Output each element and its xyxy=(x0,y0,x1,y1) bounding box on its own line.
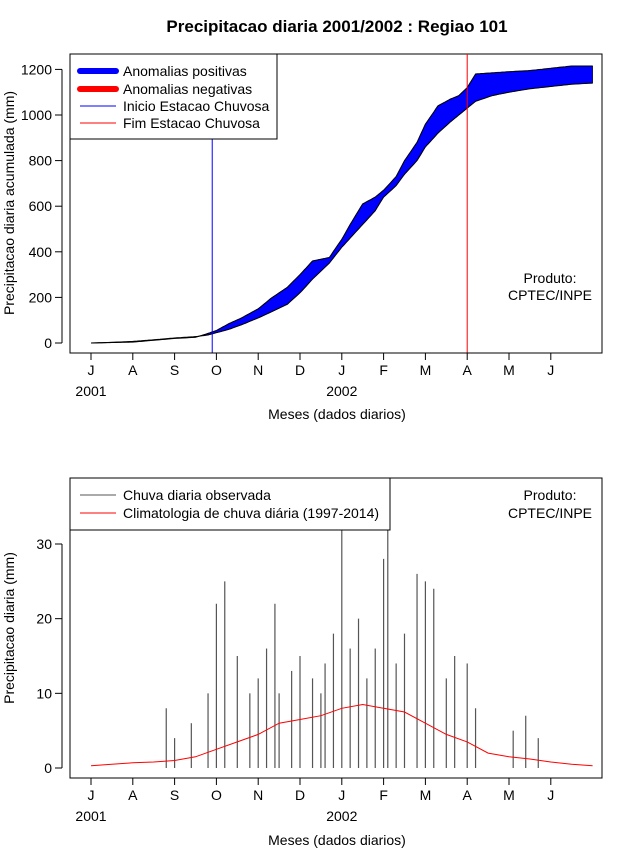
chart-title: Precipitacao diaria 2001/2002 : Regiao 1… xyxy=(166,17,507,36)
panel1-xtick-label: N xyxy=(253,362,263,378)
panel-daily: 0 10 20 30 J A S O N D J F M A M J 2001 2002 Precipitaca… xyxy=(1,477,603,848)
panel2-ytick-label: 0 xyxy=(44,760,52,776)
legend-label-end: Fim Estacao Chuvosa xyxy=(123,115,260,131)
panel2-xlabel: Meses (dados diarios) xyxy=(268,832,406,848)
panel2-year-label: 2002 xyxy=(326,808,357,824)
panel1-xtick-label: A xyxy=(128,362,138,378)
panel-cumulative: 0 200 400 600 800 1000 1200 J A S O N D J F M A M J 2001 20… xyxy=(1,53,603,422)
panel2-annotation-line2: CPTEC/INPE xyxy=(508,505,592,521)
climatology-cumulative-line xyxy=(90,82,593,344)
legend-label-positive: Anomalias positivas xyxy=(123,63,247,79)
panel1-ytick-label: 1000 xyxy=(21,107,52,123)
panel1-legend: Anomalias positivas Anomalias negativas … xyxy=(69,53,278,140)
climatology-daily-line xyxy=(90,703,593,767)
panel1-xtick-label: M xyxy=(420,362,432,378)
panel1-ytick-label: 1200 xyxy=(21,61,52,77)
panel2-xtick-label: S xyxy=(170,787,179,803)
legend-label-negative: Anomalias negativas xyxy=(123,81,252,97)
panel2-xtick-label: M xyxy=(503,787,515,803)
panel1-ytick-label: 600 xyxy=(29,198,53,214)
panel2-xtick-label: O xyxy=(211,787,222,803)
panel2-xtick-label: F xyxy=(379,787,388,803)
panel1-xtick-label: J xyxy=(338,362,345,378)
panel1-year-label: 2001 xyxy=(75,383,106,399)
panel2-xtick-label: D xyxy=(295,787,305,803)
panel2-xtick-label: M xyxy=(420,787,432,803)
panel1-ylabel: Precipitacao diaria acumulada (mm) xyxy=(1,91,17,315)
panel1-xtick-label: D xyxy=(295,362,305,378)
panel1-xtick-label: J xyxy=(88,362,95,378)
panel2-xtick-label: A xyxy=(128,787,138,803)
panel2-xtick-label: J xyxy=(338,787,345,803)
panel2-xtick-label: N xyxy=(253,787,263,803)
legend-label-climatology: Climatologia de chuva diária (1997-2014) xyxy=(123,505,379,521)
panel1-xtick-label: F xyxy=(379,362,388,378)
panel2-xtick-label: A xyxy=(463,787,473,803)
panel2-legend-box xyxy=(69,477,391,531)
legend-label-start: Inicio Estacao Chuvosa xyxy=(123,98,270,114)
panel2-xtick-label: J xyxy=(88,787,95,803)
legend-label-observed: Chuva diaria observada xyxy=(123,487,271,503)
panel1-xtick-label: J xyxy=(547,362,554,378)
panel2-ytick-label: 20 xyxy=(36,611,52,627)
panel1-xtick-label: A xyxy=(463,362,473,378)
panel2-xtick-label: J xyxy=(547,787,554,803)
panel2-ylabel: Precipitacao diaria (mm) xyxy=(1,552,17,704)
panel2-annotation-line1: Produto: xyxy=(524,487,577,503)
panel1-ytick-label: 400 xyxy=(29,244,53,260)
panel1-ytick-label: 800 xyxy=(29,153,53,169)
panel2-ytick-label: 10 xyxy=(36,685,52,701)
panel2-ytick-label: 30 xyxy=(36,536,52,552)
panel1-ytick-label: 0 xyxy=(44,335,52,351)
panel1-year-label: 2002 xyxy=(326,383,357,399)
panel1-xtick-label: O xyxy=(211,362,222,378)
panel1-xtick-label: M xyxy=(503,362,515,378)
panel2-legend: Chuva diaria observada Climatologia de c… xyxy=(69,477,391,531)
panel1-ytick-label: 200 xyxy=(29,289,53,305)
panel1-xtick-label: S xyxy=(170,362,179,378)
panel1-annotation-line1: Produto: xyxy=(524,270,577,286)
panel1-annotation-line2: CPTEC/INPE xyxy=(508,287,592,303)
panel2-year-label: 2001 xyxy=(75,808,106,824)
panel1-xlabel: Meses (dados diarios) xyxy=(268,406,406,422)
